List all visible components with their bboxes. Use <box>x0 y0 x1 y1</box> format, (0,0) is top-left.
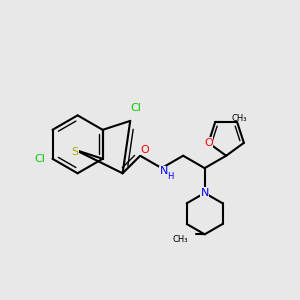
Text: S: S <box>72 147 79 157</box>
Text: O: O <box>204 138 213 148</box>
Text: H: H <box>167 172 173 181</box>
Text: CH₃: CH₃ <box>232 114 247 123</box>
Text: CH₃: CH₃ <box>172 235 188 244</box>
Text: O: O <box>140 145 149 154</box>
Text: Cl: Cl <box>130 103 141 113</box>
Text: N: N <box>160 166 168 176</box>
Text: N: N <box>200 188 209 198</box>
Text: Cl: Cl <box>35 154 46 164</box>
